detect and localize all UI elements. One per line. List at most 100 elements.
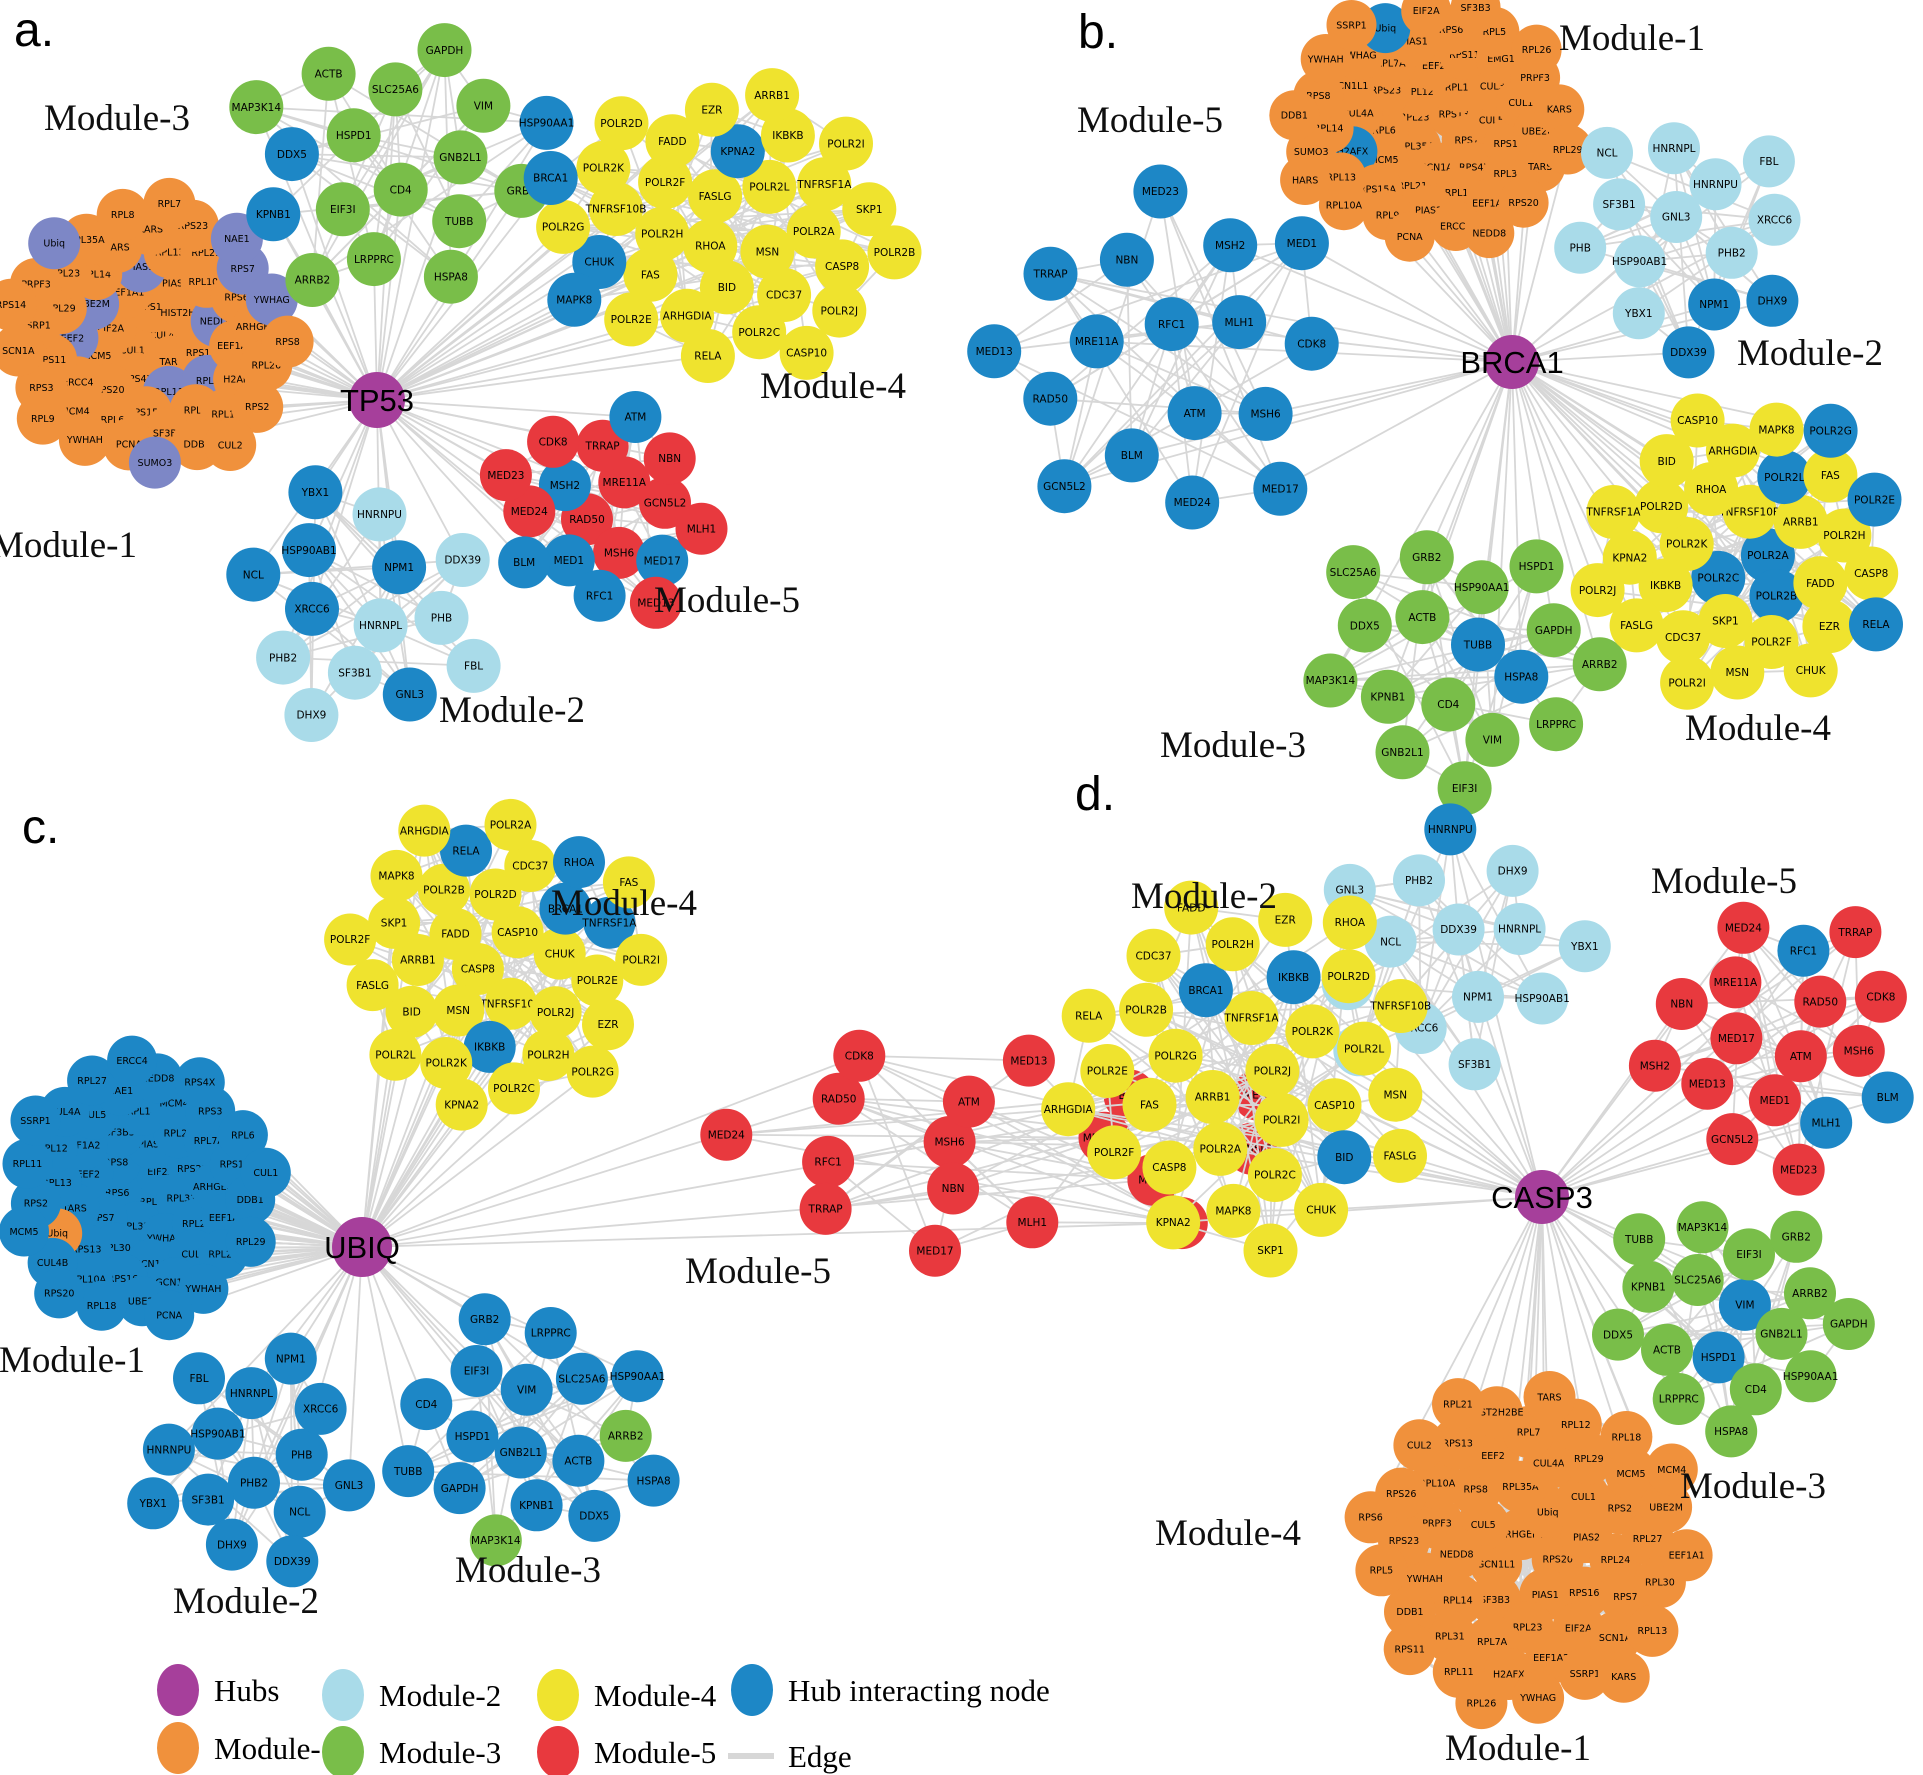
node-FAS[interactable]: [1803, 448, 1858, 503]
node-POLR2G[interactable]: [1148, 1028, 1203, 1083]
node-KPNB1[interactable]: [1622, 1260, 1675, 1313]
node-CHUK[interactable]: [1294, 1182, 1349, 1237]
node-ARRB1[interactable]: [1185, 1070, 1240, 1124]
node-VIM[interactable]: [500, 1363, 553, 1416]
node-SKP1[interactable]: [842, 182, 897, 237]
node-FADD[interactable]: [1164, 880, 1219, 935]
node-RFC1[interactable]: [573, 569, 626, 622]
node-EZR[interactable]: [582, 998, 634, 1051]
node-DDX39[interactable]: [1662, 326, 1715, 379]
node-EIF2A[interactable]: [1401, 0, 1452, 36]
node-GNB2L1[interactable]: [1375, 725, 1430, 780]
node-POLR2L[interactable]: [369, 1028, 422, 1081]
node-TRRAP[interactable]: [1829, 906, 1882, 959]
node-EIF3I[interactable]: [1723, 1228, 1775, 1281]
node-CASP8[interactable]: [1142, 1140, 1197, 1195]
node-POLR2D[interactable]: [469, 868, 522, 921]
node-HSP90AB1[interactable]: [191, 1407, 244, 1460]
node-ARHGDIA[interactable]: [1041, 1082, 1096, 1137]
node-MAPK8[interactable]: [547, 272, 602, 327]
node-BID[interactable]: [699, 260, 754, 315]
node-POLR2H[interactable]: [1817, 508, 1872, 563]
node-FADD[interactable]: [645, 114, 700, 169]
node-VIM[interactable]: [1465, 712, 1520, 767]
node-POLR2E[interactable]: [571, 954, 624, 1007]
hub-CASP3[interactable]: [1515, 1170, 1569, 1224]
node-POLR2K[interactable]: [1285, 1004, 1340, 1059]
node-MED13[interactable]: [629, 576, 682, 629]
node-POLR2F[interactable]: [1087, 1125, 1142, 1180]
node-RPL5[interactable]: [1355, 1544, 1408, 1597]
node-CASP10[interactable]: [1670, 393, 1725, 448]
node-MCM5[interactable]: [0, 1206, 49, 1257]
node-MED13[interactable]: [967, 324, 1022, 379]
node-RELA[interactable]: [1061, 988, 1116, 1043]
node-GNB2L1[interactable]: [494, 1426, 547, 1479]
node-TNFRSF10B[interactable]: [484, 977, 537, 1030]
node-YBX1[interactable]: [288, 465, 343, 520]
node-MCM4[interactable]: [1645, 1443, 1698, 1496]
node-YBX1[interactable]: [1558, 920, 1611, 973]
node-MAP3K14[interactable]: [229, 80, 284, 135]
node-RPS11[interactable]: [1383, 1623, 1436, 1676]
node-POLR2J[interactable]: [1245, 1043, 1300, 1098]
node-XRCC6[interactable]: [294, 1382, 347, 1435]
node-POLR2C[interactable]: [732, 305, 787, 360]
node-POLR2D[interactable]: [1321, 949, 1376, 1004]
node-YBX1[interactable]: [1612, 287, 1665, 340]
node-POLR2I[interactable]: [1660, 655, 1715, 710]
node-NBN[interactable]: [1099, 232, 1154, 287]
node-POLR2B[interactable]: [1749, 569, 1804, 623]
node-MAPK8[interactable]: [1206, 1183, 1261, 1238]
node-MSN[interactable]: [1710, 645, 1765, 700]
node-DHX9[interactable]: [205, 1518, 258, 1571]
node-RAD50[interactable]: [812, 1072, 865, 1125]
node-NPM1[interactable]: [1452, 970, 1504, 1023]
node-HNRNPL[interactable]: [1648, 122, 1700, 175]
node-CDC37[interactable]: [1656, 610, 1711, 665]
node-MED24[interactable]: [1717, 901, 1770, 954]
node-ARRB1[interactable]: [391, 934, 444, 986]
node-DDB1[interactable]: [1269, 90, 1320, 141]
node-KARS[interactable]: [1534, 84, 1585, 135]
node-RPL27[interactable]: [67, 1055, 118, 1106]
node-MED23[interactable]: [1133, 164, 1188, 219]
node-VIM[interactable]: [1718, 1278, 1771, 1331]
node-HSP90AA1[interactable]: [611, 1350, 664, 1403]
node-CASP10[interactable]: [779, 325, 834, 380]
node-PCNA[interactable]: [1384, 211, 1435, 262]
node-RHOA[interactable]: [683, 219, 738, 273]
node-EZR[interactable]: [1802, 599, 1857, 654]
node-CUL1[interactable]: [240, 1147, 291, 1198]
node-DDX5[interactable]: [264, 127, 319, 182]
node-SF3B1[interactable]: [182, 1473, 235, 1526]
node-RFC1[interactable]: [802, 1135, 855, 1188]
node-RPS6[interactable]: [1344, 1491, 1397, 1544]
node-NBN[interactable]: [643, 432, 696, 485]
node-POLR2D[interactable]: [1634, 479, 1689, 534]
node-MSH6[interactable]: [1832, 1024, 1885, 1077]
node-POLR2F[interactable]: [638, 155, 693, 210]
node-XRCC6[interactable]: [285, 581, 339, 636]
node-CDK8[interactable]: [527, 415, 580, 468]
node-MED17[interactable]: [909, 1224, 961, 1277]
node-VIM[interactable]: [456, 78, 511, 133]
node-FASLG[interactable]: [688, 169, 743, 224]
node-KPNA2[interactable]: [1146, 1195, 1201, 1250]
node-EIF3I[interactable]: [450, 1345, 503, 1397]
node-ERCC4[interactable]: [107, 1035, 158, 1086]
node-RPL10A[interactable]: [1318, 180, 1369, 231]
node-BID[interactable]: [1639, 434, 1694, 489]
node-RPL26[interactable]: [1455, 1677, 1508, 1730]
node-POLR2L[interactable]: [742, 159, 797, 214]
node-HSPA8[interactable]: [627, 1454, 680, 1507]
node-Ubiq[interactable]: [28, 217, 81, 270]
node-RPS4X[interactable]: [174, 1057, 225, 1108]
node-MAP3K14[interactable]: [1676, 1201, 1729, 1254]
node-YWHAG[interactable]: [245, 273, 298, 326]
node-MED17[interactable]: [1253, 461, 1308, 516]
node-HNRNPL[interactable]: [1493, 903, 1546, 955]
node-RPL11[interactable]: [2, 1138, 53, 1189]
node-PHB[interactable]: [275, 1428, 328, 1481]
node-ATM[interactable]: [1167, 386, 1222, 441]
